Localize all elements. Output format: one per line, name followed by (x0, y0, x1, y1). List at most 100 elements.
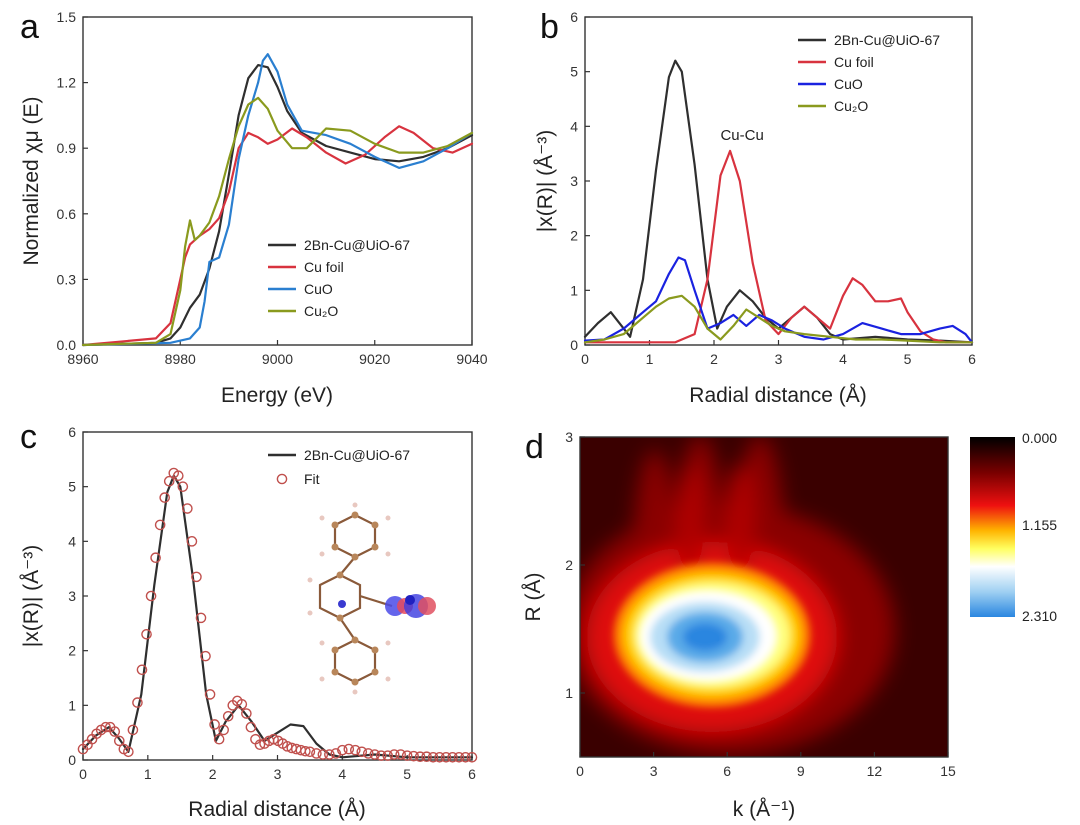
fit-point (349, 744, 361, 756)
panel-b-ytick-label: 5 (570, 64, 578, 80)
fit-point (173, 470, 184, 482)
legend-label: Cu foil (834, 54, 874, 70)
fit-point (123, 746, 134, 758)
fit-point (453, 751, 465, 763)
panel-d-ylabel: R (Å) (522, 573, 545, 622)
panel-b-xtick-label: 1 (646, 351, 654, 367)
panel-b-ytick-label: 0 (570, 337, 578, 353)
panel-d-xtick-label: 6 (723, 763, 731, 779)
panel-c-xtick-label: 4 (338, 766, 346, 782)
fit-point (241, 708, 252, 719)
fit-point (222, 710, 234, 722)
fit-point (159, 492, 170, 503)
fit-point (218, 724, 229, 736)
panel-c-label: c (20, 418, 37, 456)
panel-c-ytick-label: 1 (68, 697, 76, 713)
fit-point (408, 750, 419, 762)
fit-point (245, 721, 257, 733)
fit-point (369, 749, 381, 760)
panel-b-ytick-label: 4 (570, 118, 578, 134)
fit-point (204, 689, 216, 700)
fit-point (375, 750, 387, 761)
legend-label: Cu₂O (304, 303, 338, 319)
panel-b-ytick-label: 2 (570, 228, 578, 244)
fit-point (109, 726, 121, 737)
panel-b-xtick-label: 6 (968, 351, 976, 367)
legend-label: Cu₂O (834, 98, 868, 114)
panel-b-frame (584, 16, 973, 346)
panel-a-xtick-label: 9040 (456, 351, 487, 367)
panel-c-ylabel: |x(R)| (Å⁻³) (20, 545, 43, 647)
annotation-label: Cu-Cu (720, 127, 763, 144)
legend-label: 2Bn-Cu@UiO-67 (834, 32, 940, 48)
fit-point (186, 536, 198, 547)
panel-a-ylabel: Normalized χμ (E) (20, 97, 43, 266)
panel-d-ytick-label: 1 (565, 685, 573, 701)
fit-point (388, 749, 400, 760)
fit-point (382, 750, 394, 761)
panel-b-xtick-label: 5 (904, 351, 912, 367)
panel-c-xtick-label: 6 (468, 766, 476, 782)
legend-swatch (276, 473, 288, 485)
fit-point (414, 751, 426, 763)
panel-b-xtick-label: 2 (710, 351, 718, 367)
fit-point (191, 571, 202, 583)
series-line-c-0 (81, 474, 474, 759)
panel-c-ytick-label: 4 (68, 533, 76, 549)
panel-c-legend: 2Bn-Cu@UiO-67 Fit (268, 447, 410, 487)
panel-a-label: a (20, 8, 39, 46)
series-line-a-0 (81, 63, 474, 347)
fit-point (401, 750, 413, 761)
panel-d-xtick-label: 0 (576, 763, 584, 779)
panel-c-chart: 0 1 2 3 4 5 6 0 1 2 3 4 5 6 Radial distance (Å) |x(R)… (20, 424, 478, 821)
fit-point (466, 751, 478, 763)
panel-a-ytick-label: 1.2 (57, 75, 77, 91)
panel-d-xtick-label: 12 (867, 763, 883, 779)
panel-a-ytick-label: 0.6 (57, 206, 77, 222)
fit-point (304, 746, 316, 758)
fit-point (421, 751, 432, 763)
fit-point (200, 650, 211, 662)
panel-b-ytick-label: 1 (570, 282, 578, 298)
colorbar-label-max: 2.310 (1022, 608, 1057, 624)
fit-point (177, 481, 189, 492)
fit-point (141, 628, 152, 640)
fit-point (254, 739, 266, 750)
panel-b-xtick-label: 3 (775, 351, 783, 367)
fit-point (434, 751, 445, 763)
panel-c-ytick-label: 2 (68, 643, 76, 659)
fit-point (136, 664, 148, 676)
series-line-a-2 (81, 53, 474, 347)
fit-point (163, 475, 175, 487)
panel-b-xtick-label: 4 (839, 351, 847, 367)
heatmap-peak-marker (715, 637, 720, 642)
fit-point (356, 746, 368, 758)
panel-b-ytick-label: 3 (570, 173, 578, 189)
colorbar (970, 437, 1015, 617)
panel-b-ylabel: |x(R)| (Å⁻³) (534, 130, 557, 232)
fit-point (209, 719, 220, 730)
fit-point (337, 744, 348, 756)
panel-a-ytick-label: 0.3 (57, 271, 77, 287)
panel-c-xlabel: Radial distance (Å) (188, 798, 365, 821)
panel-c-ytick-label: 3 (68, 588, 76, 604)
fit-point (300, 745, 311, 757)
fit-point (330, 748, 342, 759)
panel-b-ytick-label: 6 (570, 9, 578, 25)
panel-a-xtick-label: 9000 (262, 351, 293, 367)
panel-a-legend: 2Bn-Cu@UiO-67 Cu foil CuO Cu₂O (268, 237, 410, 319)
fit-point (182, 503, 193, 514)
fit-point (114, 735, 125, 747)
fit-point (440, 751, 452, 763)
panel-a-xtick-label: 9020 (359, 351, 390, 367)
fit-point (317, 749, 329, 760)
legend-label: CuO (834, 76, 863, 92)
series-line-b-2 (583, 256, 974, 344)
fit-point (460, 751, 471, 763)
fit-point (195, 612, 207, 624)
panel-a-xtick-label: 8960 (67, 351, 98, 367)
panel-d-ytick-label: 3 (565, 429, 573, 445)
fit-point (324, 749, 335, 760)
panel-b-legend: 2Bn-Cu@UiO-67 Cu foil CuO Cu₂O (798, 32, 940, 114)
